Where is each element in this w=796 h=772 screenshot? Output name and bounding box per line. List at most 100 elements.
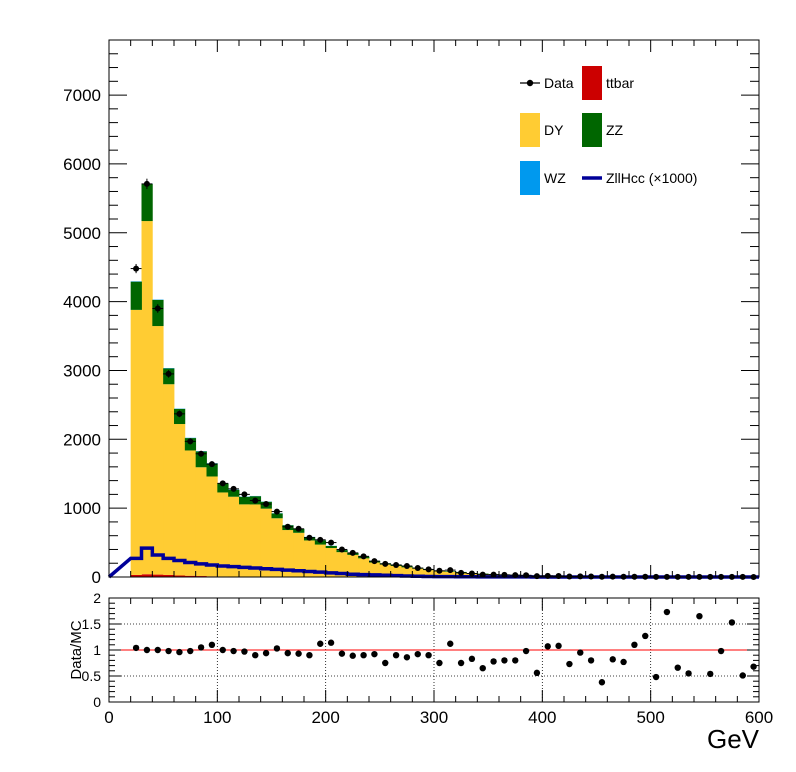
ratio-point	[620, 658, 627, 666]
bar-ttbar	[184, 575, 197, 577]
ratio-y-tick-label: 0	[93, 694, 101, 710]
data-point	[360, 553, 367, 560]
ratio-point	[447, 640, 454, 647]
data-point	[176, 410, 183, 417]
bar-zz	[325, 545, 337, 549]
data-point	[577, 573, 584, 580]
ratio-point	[371, 650, 378, 658]
x-tick-label: 400	[528, 708, 556, 727]
ratio-point	[425, 652, 432, 659]
bar-zz	[228, 489, 240, 497]
bar-dy	[434, 571, 446, 577]
data-point	[165, 370, 172, 377]
ratio-point	[241, 648, 248, 655]
bar-dy	[141, 221, 153, 575]
x-tick-label: 200	[311, 708, 339, 727]
bar-ttbar	[130, 574, 142, 577]
ratio-point	[587, 657, 595, 664]
bar-ttbar	[163, 574, 175, 577]
ratio-point	[284, 649, 291, 657]
data-point	[154, 305, 161, 312]
legend-label: ttbar	[606, 75, 634, 91]
bar-dy	[130, 309, 142, 575]
bar-dy	[163, 384, 175, 575]
ratio-point	[349, 652, 356, 659]
bar-dy	[195, 467, 207, 577]
bar-ttbar	[174, 575, 186, 577]
ratio-point	[262, 649, 270, 657]
y-tick-label: 5000	[63, 224, 101, 243]
bar-dy	[325, 548, 337, 577]
ratio-point	[642, 632, 649, 640]
bar-ttbar	[141, 574, 153, 577]
legend-item: DY	[520, 113, 564, 147]
ratio-points	[132, 608, 757, 686]
ratio-point	[598, 679, 606, 686]
ratio-point	[403, 654, 411, 661]
ratio-point	[154, 646, 161, 654]
data-point	[198, 450, 205, 457]
ratio-point	[219, 646, 226, 654]
bar-dy	[271, 518, 283, 577]
legend-label: Data	[544, 75, 574, 91]
bar-dy	[412, 568, 424, 577]
ratio-point	[252, 652, 259, 659]
ratio-point	[717, 647, 725, 655]
ratio-point	[479, 665, 486, 672]
legend-item: WZ	[520, 161, 566, 195]
ratio-y-tick-label: 1.5	[82, 616, 102, 632]
bar-dy	[369, 562, 381, 577]
bar-dy	[293, 532, 305, 577]
legend-item: ZZ	[582, 113, 624, 147]
ratio-point	[338, 650, 346, 657]
ratio-point	[544, 643, 551, 650]
data-point	[403, 562, 410, 569]
bar-dy	[239, 504, 251, 577]
data-point	[468, 570, 475, 577]
data-point	[566, 573, 573, 580]
bar-dy	[249, 504, 262, 577]
data-point	[447, 567, 454, 574]
data-point	[371, 558, 378, 565]
ratio-point	[187, 647, 194, 655]
data-point	[187, 438, 194, 445]
data-point	[133, 265, 140, 272]
ratio-point	[414, 650, 421, 658]
legend-item: Data	[520, 75, 574, 91]
data-point	[338, 546, 345, 553]
ratio-point	[165, 647, 172, 655]
bar-dy	[228, 496, 240, 577]
x-tick-label: 600	[745, 708, 773, 727]
ratio-point	[512, 657, 519, 664]
ratio-point	[674, 664, 681, 671]
y-tick-label: 0	[92, 568, 101, 587]
bar-dy	[423, 570, 435, 577]
ratio-y-tick-label: 1	[93, 642, 101, 658]
data-point	[393, 561, 400, 568]
data-point	[555, 573, 562, 580]
bar-dy	[379, 564, 392, 577]
ratio-point	[468, 655, 476, 663]
bar-zz	[217, 483, 229, 493]
ratio-point	[132, 644, 140, 652]
bar-zz	[206, 463, 218, 477]
ratio-point	[176, 648, 183, 656]
data-point	[306, 534, 313, 541]
ratio-point	[685, 670, 692, 677]
data-point	[490, 571, 497, 578]
ratio-point	[436, 659, 443, 667]
data-point	[533, 573, 540, 580]
data-point	[425, 566, 432, 573]
ratio-point	[457, 659, 465, 667]
y-tick-label: 7000	[63, 86, 101, 105]
legend-label: ZllHcc (×1000)	[606, 170, 697, 186]
legend-label: DY	[544, 122, 564, 138]
bar-dy	[260, 508, 272, 577]
ratio-point	[555, 642, 562, 650]
bar-dy	[314, 544, 327, 577]
bar-zz	[130, 281, 142, 310]
data-point	[263, 501, 270, 508]
bar-dy	[152, 326, 164, 575]
legend: Data ttbar DY ZZ WZ ZllHcc (×1000)	[520, 66, 697, 195]
bar-dy	[174, 424, 186, 576]
